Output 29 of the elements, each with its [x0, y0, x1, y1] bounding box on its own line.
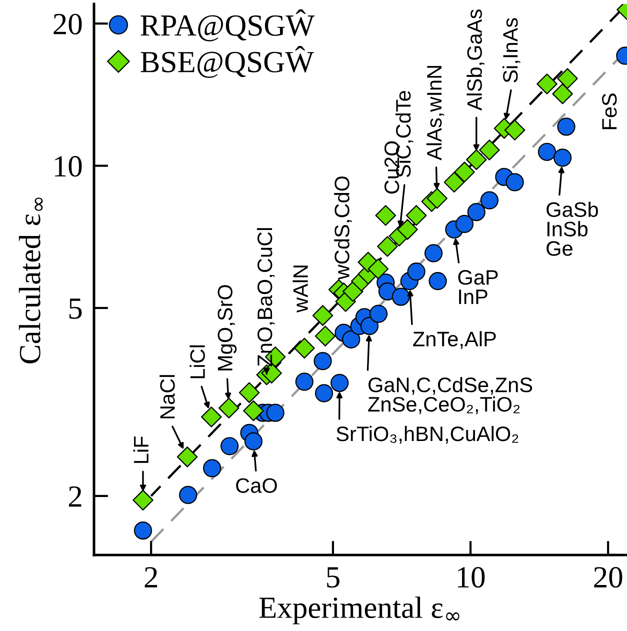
annotation: AlAs,wInN	[426, 66, 444, 160]
annotation: ZnO,BaO,CuCl	[256, 228, 275, 366]
x-tick-label: 20	[594, 566, 622, 588]
annotation: CaO	[236, 478, 277, 493]
annotation: MgO,SrO	[218, 285, 237, 370]
x-tick-label: 10	[458, 566, 485, 588]
annotation: AlSb,GaAs	[466, 10, 484, 111]
annotation: GaN,C,CdSe,ZnS ZnSe,CeO₂,TiO₂	[368, 376, 532, 414]
y-tick-label: 2	[68, 486, 82, 507]
y-axis-title: Calculated ε$_{∞}$	[18, 198, 43, 364]
y-tick-label: 5	[69, 298, 82, 319]
legend-label: RPA@QSGŴ	[140, 9, 315, 42]
y-tick-label: 20	[54, 14, 82, 34]
legend-label: BSE@QSGŴ	[140, 46, 314, 78]
x-tick-label: 2	[144, 567, 158, 588]
annotation: FeS	[602, 94, 617, 130]
y-tick-label: 10	[55, 156, 82, 177]
annotation: GaP InP	[458, 270, 498, 304]
annotation: Si,InAs	[502, 18, 520, 82]
x-axis-title: Experimental ε$_{∞}$	[259, 596, 460, 624]
annotation: SrTiO₃,hBN,CuAlO₂	[336, 426, 518, 444]
annotation: LiF	[133, 436, 148, 463]
annotation: NaCl	[160, 375, 175, 418]
x-tick-label: 5	[327, 567, 340, 588]
annotation: ZnTe,AlP	[413, 331, 496, 349]
annotation: LiCl	[190, 345, 205, 378]
annotation: wCdS,CdO	[334, 176, 352, 280]
annotation: GaSb InSb Ge	[546, 202, 598, 256]
annotation: wAlN	[292, 266, 308, 313]
